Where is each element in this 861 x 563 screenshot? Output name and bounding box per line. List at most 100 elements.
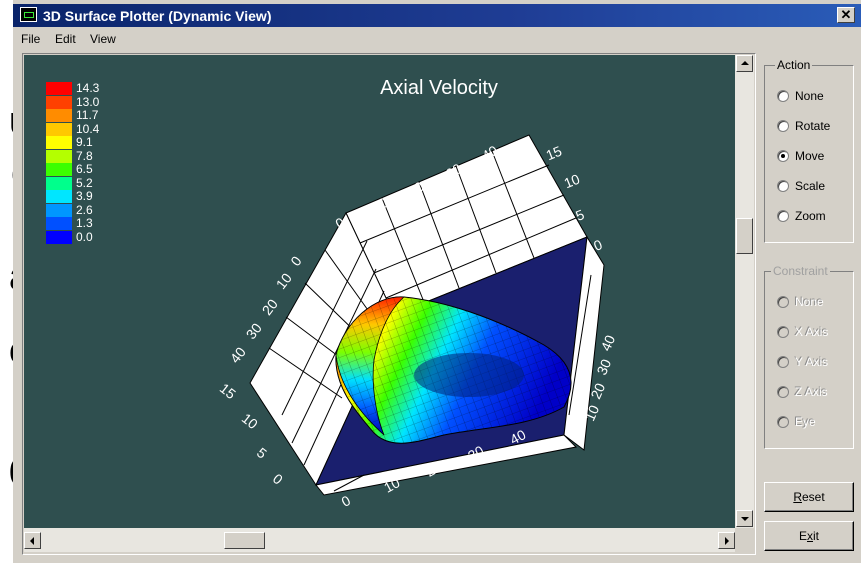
- radio-circle: [777, 296, 789, 308]
- menu-view[interactable]: View: [90, 32, 116, 46]
- tick-label: 40: [507, 426, 529, 448]
- radio-label: Z Axis: [795, 385, 828, 399]
- menu-bar: File Edit View: [13, 27, 861, 52]
- tick-label: 5: [253, 444, 270, 462]
- reset-label: eset: [801, 490, 825, 504]
- tick-label: 5: [573, 206, 587, 224]
- radio-label: Zoom: [795, 209, 826, 223]
- tick-label: 0: [338, 492, 354, 510]
- radio-label: Y Axis: [795, 355, 829, 369]
- legend-swatch: [46, 109, 72, 122]
- radio-circle[interactable]: [777, 120, 789, 132]
- radio-label: Eye: [795, 415, 816, 429]
- scroll-left-button[interactable]: [24, 532, 41, 549]
- tick-label: 20: [404, 178, 427, 200]
- plot-title: Axial Velocity: [380, 77, 498, 99]
- legend-swatch: [46, 136, 72, 149]
- tick-label: 30: [442, 160, 465, 182]
- exit-mnemonic: x: [807, 529, 813, 543]
- tick-label: 30: [593, 356, 615, 378]
- menu-file[interactable]: File: [21, 32, 41, 46]
- constraint-group: Constraint None X Axis Y Axis Z Axis Eye: [764, 264, 854, 449]
- tick-label: 20: [423, 458, 445, 480]
- tick-label: 15: [216, 379, 239, 403]
- radio-circle[interactable]: [777, 150, 789, 162]
- legend-swatch: [46, 203, 72, 217]
- tick-label: 10: [238, 409, 261, 433]
- radio-selected-dot: [781, 154, 785, 158]
- scroll-down-button[interactable]: [736, 510, 753, 527]
- legend-label: 11.7: [76, 108, 99, 122]
- tick-label: 30: [242, 319, 265, 343]
- tick-label: 10: [581, 402, 603, 424]
- reset-mnemonic: R: [793, 490, 802, 504]
- radio-label: Move: [795, 149, 825, 163]
- horizontal-scroll-thumb[interactable]: [224, 532, 265, 549]
- tick-label: 10: [272, 269, 295, 293]
- radio-circle: [777, 356, 789, 368]
- legend-swatch: [46, 230, 72, 244]
- vertical-scroll-thumb[interactable]: [736, 218, 753, 254]
- legend-label: 5.2: [76, 175, 93, 190]
- scroll-up-button[interactable]: [736, 55, 753, 72]
- legend-swatch: [46, 82, 72, 95]
- radio-circle[interactable]: [777, 90, 789, 102]
- radio-label: None: [795, 89, 824, 103]
- exit-label-rest: it: [813, 529, 819, 543]
- legend-label: 1.3: [76, 216, 93, 230]
- constraint-group-title: Constraint: [771, 264, 830, 278]
- surface-plot-3d: [249, 134, 605, 496]
- window-title: 3D Surface Plotter (Dynamic View): [43, 8, 272, 24]
- radio-label: None: [795, 295, 824, 309]
- legend-label: 2.6: [76, 202, 93, 217]
- legend-label: 9.1: [76, 135, 93, 149]
- radio-circle: [777, 326, 789, 338]
- horizontal-scrollbar[interactable]: [24, 528, 735, 552]
- legend-label: 13.0: [76, 94, 100, 109]
- tick-label: 0: [591, 236, 605, 254]
- axis-tick-labels: 0 10 20 30 40 15 10 5 0 0 10 20 30 40 15 10 5 0 0 10 20 30 40 0…: [24, 55, 735, 528]
- tick-label: 0: [287, 253, 305, 269]
- tick-label: 40: [597, 332, 619, 354]
- tick-label: 30: [465, 442, 487, 464]
- action-group-title: Action: [775, 58, 813, 72]
- radio-label: Scale: [795, 179, 826, 193]
- plot-canvas[interactable]: Axial Velocity 14.3 13.0 11.7 10.4 9.1 7.8 6.5…: [24, 55, 735, 528]
- close-button[interactable]: ✕: [837, 7, 855, 23]
- tick-label: 40: [226, 343, 249, 367]
- legend-label: 0.0: [76, 229, 93, 244]
- reset-button[interactable]: Reset: [764, 482, 854, 512]
- menu-edit[interactable]: Edit: [55, 32, 76, 46]
- legend-label: 3.9: [76, 189, 93, 203]
- legend-swatch: [46, 122, 72, 136]
- legend-swatch: [46, 163, 72, 176]
- legend-swatch: [46, 217, 72, 230]
- title-bar[interactable]: 3D Surface Plotter (Dynamic View) ✕: [13, 4, 861, 27]
- legend-label: 10.4: [76, 121, 100, 136]
- radio-circle[interactable]: [777, 210, 789, 222]
- radio-label: X Axis: [795, 325, 829, 339]
- tick-label: 40: [478, 142, 501, 164]
- tick-label: 0: [269, 470, 286, 488]
- plot-frame: [22, 53, 756, 555]
- legend-swatch: [46, 176, 72, 190]
- tick-label: 10: [561, 170, 583, 192]
- scroll-right-button[interactable]: [718, 532, 735, 549]
- legend-swatch: [46, 190, 72, 203]
- velocity-surface: [335, 296, 572, 444]
- radio-circle: [777, 416, 789, 428]
- radio-circle: [777, 386, 789, 398]
- legend-label: 6.5: [76, 162, 93, 176]
- vertical-scrollbar[interactable]: [735, 55, 754, 528]
- radio-circle[interactable]: [777, 180, 789, 192]
- exit-button[interactable]: Exit: [764, 521, 854, 551]
- legend-label: 14.3: [76, 81, 100, 95]
- legend-label: 7.8: [76, 148, 93, 163]
- tick-label: 10: [368, 194, 391, 216]
- scrollbar-corner: [735, 528, 754, 552]
- exit-label-pre: E: [798, 529, 807, 543]
- tick-label: 15: [543, 142, 565, 164]
- legend-swatch: [46, 95, 72, 109]
- legend-swatch: [46, 149, 72, 163]
- action-group: Action None Rotate Move Scale Zoom: [764, 58, 854, 243]
